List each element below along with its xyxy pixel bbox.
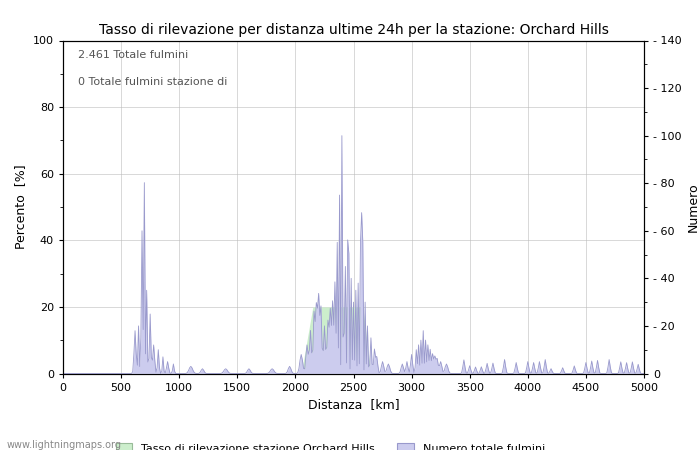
Y-axis label: Percento  [%]: Percento [%] [15,165,27,249]
Legend: Tasso di rilevazione stazione Orchard Hills, Numero totale fulmini: Tasso di rilevazione stazione Orchard Hi… [111,439,550,450]
Title: Tasso di rilevazione per distanza ultime 24h per la stazione: Orchard Hills: Tasso di rilevazione per distanza ultime… [99,22,608,36]
Text: 0 Totale fulmini stazione di: 0 Totale fulmini stazione di [78,77,227,87]
Text: 2.461 Totale fulmini: 2.461 Totale fulmini [78,50,188,60]
Y-axis label: Numero: Numero [687,182,700,232]
Text: www.lightningmaps.org: www.lightningmaps.org [7,440,122,450]
X-axis label: Distanza  [km]: Distanza [km] [308,398,399,411]
